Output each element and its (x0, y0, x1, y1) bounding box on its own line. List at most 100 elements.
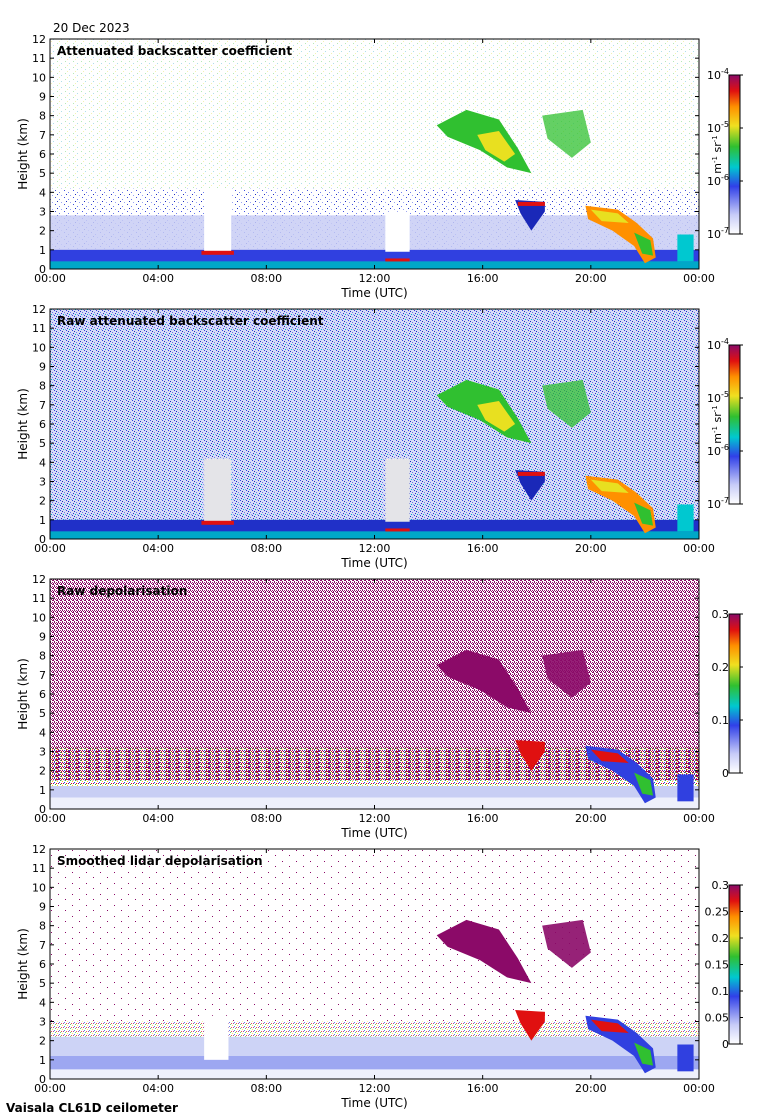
panel-title: Smoothed lidar depolarisation (57, 854, 263, 868)
y-tick-label: 9 (39, 901, 46, 914)
x-tick-label: 00:00 (683, 542, 715, 555)
y-tick-label: 0 (39, 803, 46, 816)
x-tick-label: 08:00 (250, 812, 282, 825)
panel-title: Raw attenuated backscatter coefficient (57, 314, 324, 328)
droplet-band (385, 258, 410, 262)
low-cloud-a (515, 1010, 545, 1041)
panel-title: Raw depolarisation (57, 584, 187, 598)
y-tick-label: 4 (39, 186, 46, 199)
colorbar-scale (728, 613, 741, 774)
low-cloud-top (517, 201, 545, 206)
y-tick-label: 7 (39, 669, 46, 682)
y-tick-label: 2 (39, 765, 46, 778)
y-tick-label: 2 (39, 1035, 46, 1048)
y-axis-label: Height (km) (16, 388, 30, 459)
y-tick-label: 2 (39, 225, 46, 238)
low-cloud-late (677, 1044, 694, 1072)
panel-4: Smoothed lidar depolarisation01234567891… (16, 843, 743, 1110)
x-tick-label: 16:00 (467, 1082, 499, 1095)
y-tick-label: 1 (39, 514, 46, 527)
colorbar-tick-label: 0.1 (712, 985, 730, 998)
colorbar-scale (728, 344, 741, 505)
y-tick-label: 5 (39, 977, 46, 990)
y-tick-label: 11 (32, 862, 46, 875)
colorbar-tick-label: 0.1 (712, 714, 730, 727)
y-tick-label: 8 (39, 920, 46, 933)
panel-1: Attenuated backscatter coefficient012345… (16, 33, 743, 300)
x-tick-label: 00:00 (683, 1082, 715, 1095)
low-cloud-late (677, 774, 694, 802)
y-tick-label: 5 (39, 707, 46, 720)
x-tick-label: 00:00 (34, 812, 66, 825)
y-tick-label: 8 (39, 110, 46, 123)
y-tick-label: 12 (32, 843, 46, 856)
low-cloud-a (515, 470, 545, 501)
y-tick-label: 8 (39, 650, 46, 663)
x-tick-label: 20:00 (575, 812, 607, 825)
gap-column (204, 188, 232, 252)
y-tick-label: 6 (39, 958, 46, 971)
y-tick-label: 1 (39, 1054, 46, 1067)
low-cloud-tail (634, 772, 654, 796)
mid-cloud-fragment (542, 649, 591, 698)
y-tick-label: 4 (39, 996, 46, 1009)
y-tick-label: 9 (39, 91, 46, 104)
x-tick-label: 20:00 (575, 272, 607, 285)
x-tick-label: 12:00 (359, 542, 391, 555)
y-tick-label: 11 (32, 322, 46, 335)
noise-layer (50, 309, 699, 539)
mid-cloud (436, 649, 532, 714)
x-tick-label: 20:00 (575, 1082, 607, 1095)
y-tick-label: 1 (39, 784, 46, 797)
x-tick-label: 16:00 (467, 542, 499, 555)
colorbar-tick-label: 10-5 (707, 120, 729, 135)
panel-title: Attenuated backscatter coefficient (57, 44, 292, 58)
low-cloud-tail (634, 1042, 654, 1066)
surface-layer (50, 1069, 699, 1079)
boundary-band (50, 1056, 699, 1070)
x-tick-label: 04:00 (142, 812, 174, 825)
low-cloud-core (590, 209, 629, 223)
colorbar-units: m-1 sr-1 (711, 135, 724, 173)
low-cloud-top (517, 471, 545, 476)
mid-cloud-core (477, 131, 516, 162)
y-tick-label: 3 (39, 1016, 46, 1029)
low-cloud-core (590, 749, 629, 763)
upper-noise (50, 39, 699, 189)
colorbar-tick-label: 10-7 (707, 496, 729, 511)
colorbar-tick-label: 0.3 (712, 879, 730, 892)
y-tick-label: 3 (39, 746, 46, 759)
y-tick-label: 12 (32, 33, 46, 46)
colorbar-tick-label: 0.3 (712, 608, 730, 621)
x-tick-label: 00:00 (683, 812, 715, 825)
y-tick-label: 10 (32, 71, 46, 84)
x-tick-label: 04:00 (142, 272, 174, 285)
colorbar-tick-label: 10-6 (707, 173, 729, 188)
panel-2: Raw attenuated backscatter coefficient 0 1… (16, 303, 743, 570)
y-tick-label: 6 (39, 148, 46, 161)
low-cloud-top (517, 1011, 545, 1016)
y-tick-label: 10 (32, 881, 46, 894)
low-cloud-top (517, 741, 545, 746)
colorbar-scale (728, 74, 741, 235)
y-tick-label: 11 (32, 52, 46, 65)
y-tick-label: 10 (32, 341, 46, 354)
x-tick-label: 08:00 (250, 542, 282, 555)
gap-column (385, 458, 410, 522)
colorbar-tick-label: 0 (722, 767, 729, 780)
gap-column (385, 211, 410, 252)
x-axis-label: Time (UTC) (340, 286, 407, 300)
instrument-label: Vaisala CL61D ceilometer (6, 1101, 178, 1115)
x-tick-label: 12:00 (359, 812, 391, 825)
low-cloud-late (677, 234, 694, 262)
y-tick-label: 6 (39, 688, 46, 701)
x-tick-label: 12:00 (359, 272, 391, 285)
mid-cloud-fragment (542, 109, 591, 158)
x-tick-label: 08:00 (250, 1082, 282, 1095)
colorbar-tick-label: 10-5 (707, 390, 729, 405)
x-axis-label: Time (UTC) (340, 826, 407, 840)
colorbar-tick-label: 0.05 (705, 1012, 730, 1025)
gap-column (204, 1015, 229, 1060)
